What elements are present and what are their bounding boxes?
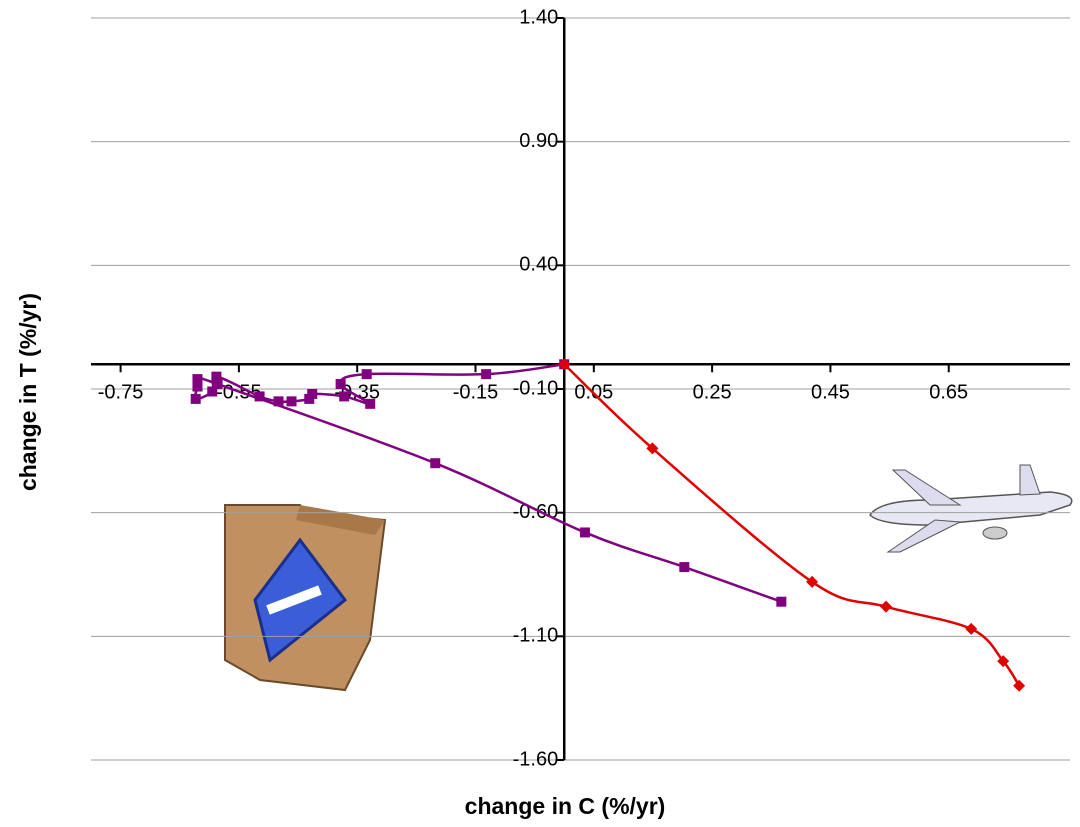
point	[1013, 679, 1026, 692]
point	[806, 575, 819, 588]
point	[254, 391, 265, 402]
point	[192, 374, 203, 385]
x-tick-label: -0.75	[98, 382, 144, 404]
point	[965, 622, 978, 635]
point	[430, 458, 441, 469]
point	[646, 442, 659, 455]
point	[212, 379, 223, 390]
point	[286, 396, 297, 407]
y-tick-label: 1.40	[519, 6, 558, 28]
point	[190, 393, 201, 404]
point	[307, 388, 318, 399]
x-tick-label: 0.45	[811, 382, 850, 404]
point	[579, 527, 590, 538]
point	[211, 371, 222, 382]
cement-bag-illustration	[224, 504, 387, 692]
y-axis-title: change in T (%/yr)	[15, 293, 41, 491]
point	[335, 379, 346, 390]
point	[207, 386, 218, 397]
x-axis-title: change in C (%/yr)	[465, 793, 666, 819]
point	[365, 398, 376, 409]
y-tick-label: -0.60	[513, 501, 559, 523]
point	[558, 358, 571, 371]
airplane-illustration	[869, 464, 1073, 553]
point	[997, 655, 1010, 668]
y-tick-label: -1.60	[513, 748, 559, 770]
x-tick-label: 0.65	[929, 382, 968, 404]
point	[361, 369, 372, 380]
point	[192, 381, 203, 392]
series-line	[563, 363, 1021, 687]
point	[273, 396, 284, 407]
point	[776, 596, 787, 607]
x-tick-label: -0.15	[453, 382, 499, 404]
y-tick-label: 0.90	[519, 130, 558, 152]
point	[339, 391, 350, 402]
y-tick-label: -1.10	[513, 625, 559, 647]
y-tick-label: 0.40	[519, 254, 558, 276]
point	[679, 562, 690, 573]
x-tick-label: 0.25	[693, 382, 732, 404]
point	[481, 369, 492, 380]
y-tick-label: -0.10	[513, 377, 559, 399]
point	[880, 600, 893, 613]
